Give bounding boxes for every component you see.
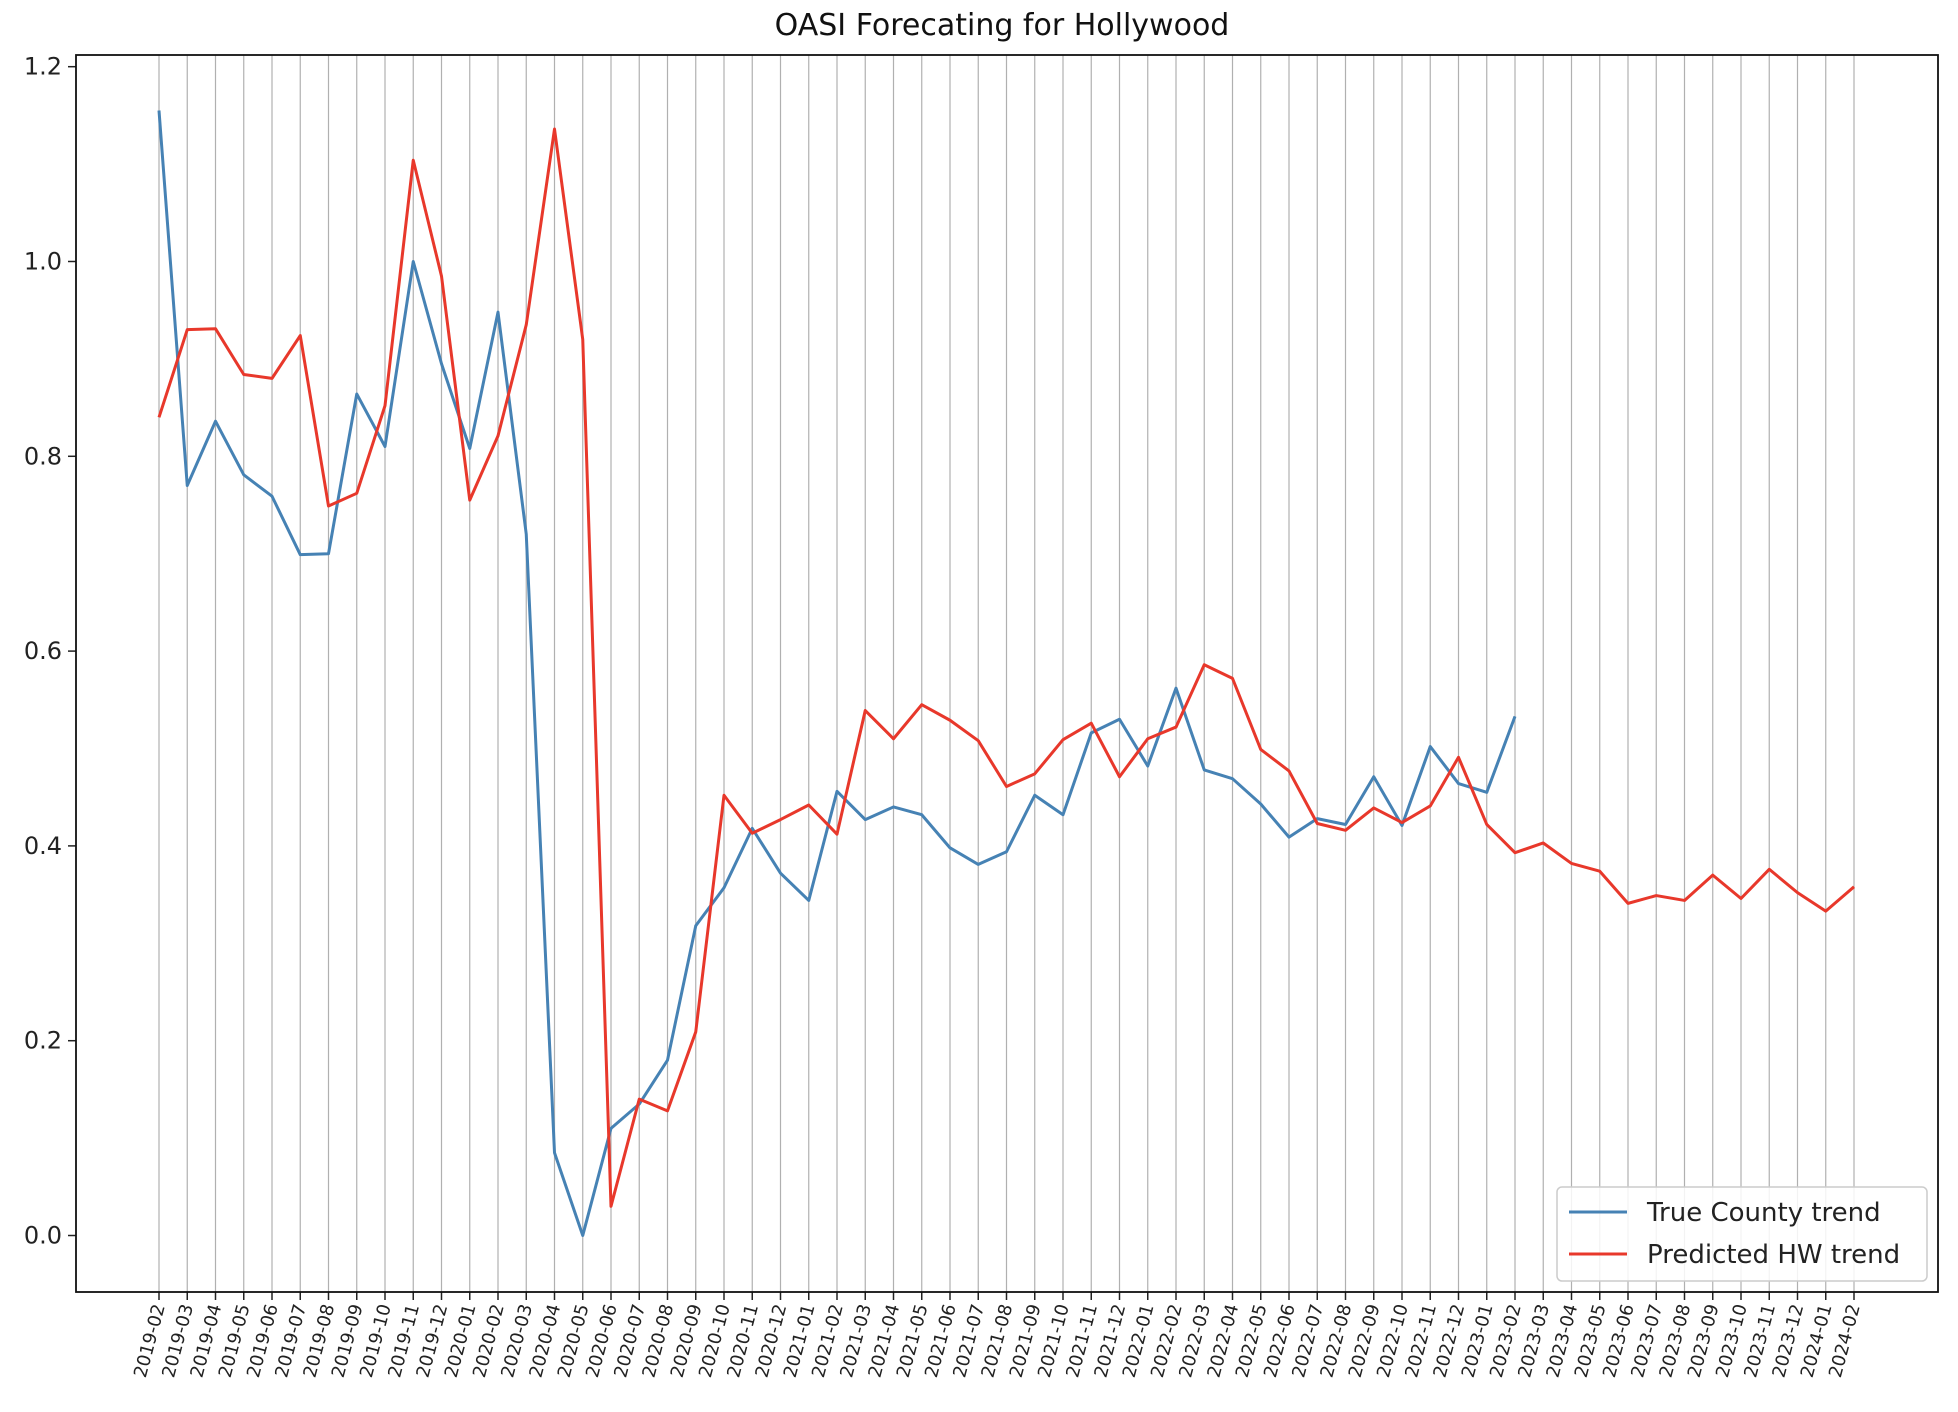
y-tick-label: 0.0 [24,1222,62,1250]
y-tick-label: 1.2 [24,53,62,81]
y-tick-label: 1.0 [24,247,62,275]
series-layer [157,110,1855,1238]
chart-title: OASI Forecating for Hollywood [775,8,1230,43]
y-tick-label: 0.6 [24,637,62,665]
plot-frame [75,54,1939,1293]
legend-label: Predicted HW trend [1647,1240,1900,1270]
series-line-predicted-hw-trend [157,127,1855,1208]
legend: True County trend Predicted HW trend [1556,1186,1928,1282]
y-tick-label: 0.8 [24,442,62,470]
y-tick-label: 0.4 [24,832,62,860]
legend-box [1556,1186,1928,1282]
y-tick-label: 0.2 [24,1027,62,1055]
grid-layer [158,55,1855,1292]
legend-label: True County trend [1646,1198,1881,1228]
series-line-true-county-trend [157,110,1517,1238]
